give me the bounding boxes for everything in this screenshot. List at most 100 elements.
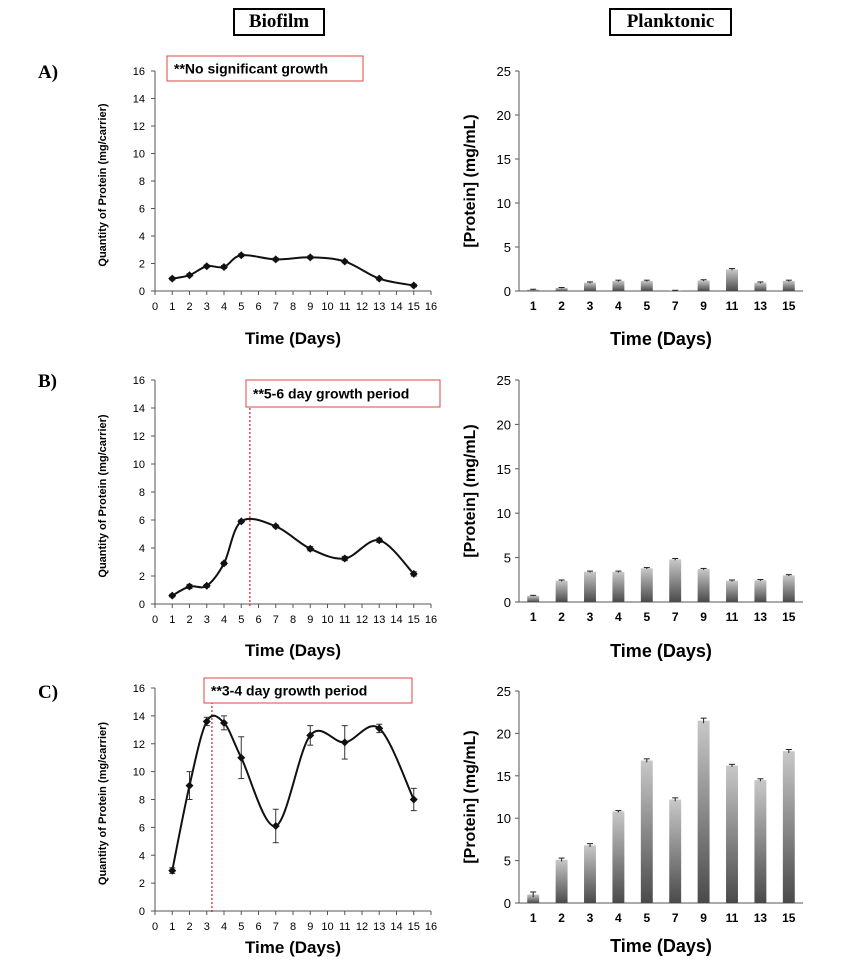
p1-x-axis-title: Time (Days): [245, 641, 341, 660]
p1-x-tick-label: 0: [152, 614, 158, 626]
p0-annotation-box: [166, 55, 364, 82]
p0-data-point: [271, 255, 280, 264]
p2-x-tick-label: 6: [255, 921, 261, 933]
p0-bar-y-tick-label: 5: [504, 240, 511, 255]
p2-x-tick-label: 3: [204, 921, 210, 933]
p1-annotation-box: [245, 379, 441, 408]
p2-x-axis-title: Time (Days): [245, 938, 341, 957]
p0-y-tick-label: 14: [133, 94, 145, 106]
p2-bar-x-tick-label: 11: [726, 911, 739, 925]
p0-x-tick-label: 1: [169, 301, 175, 313]
p1-data-point: [271, 522, 280, 531]
p2-bar: [555, 859, 568, 903]
p2-bar-y-tick-label: 15: [497, 769, 511, 784]
p1-y-tick-label: 12: [133, 431, 145, 443]
p1-bar-y-tick-label: 25: [497, 373, 511, 388]
p1-bar-y-tick-label: 5: [504, 551, 511, 566]
p2-bar: [612, 811, 625, 903]
p2-x-tick-label: 12: [356, 921, 368, 933]
p1-annotation-text: **5-6 day growth period: [253, 386, 409, 402]
p1-bar: [782, 575, 795, 602]
p2-y-tick-label: 10: [133, 767, 145, 779]
p0-bar-x-tick-label: 1: [530, 299, 537, 313]
p2-bar-y-tick-label: 0: [504, 896, 511, 911]
p1-data-point: [202, 581, 211, 590]
p0-data-point: [306, 253, 315, 262]
p0-bar-y-tick-label: 0: [504, 284, 511, 299]
p0-data-point: [220, 262, 228, 271]
biofilm-column-header: Biofilm: [233, 8, 325, 36]
p0-x-tick-label: 9: [307, 301, 313, 313]
p0-y-axis-title: Quantity of Protein (mg/carrier): [97, 103, 109, 267]
p1-data-point: [375, 536, 384, 545]
p1-y-tick-label: 4: [139, 543, 145, 555]
p1-bar-x-tick-label: 1: [530, 610, 537, 624]
p0-data-point: [237, 251, 246, 260]
p0-bar-y-tick-label: 10: [497, 196, 511, 211]
p2-bar-x-tick-label: 3: [587, 911, 594, 925]
p0-y-tick-label: 8: [139, 176, 145, 188]
p2-x-tick-label: 1: [169, 921, 175, 933]
panel-label-b: B): [38, 371, 57, 392]
p1-data-point: [237, 517, 246, 526]
p2-data-point: [271, 821, 280, 830]
p1-bar-y-tick-label: 20: [497, 417, 511, 432]
p2-x-tick-label: 9: [307, 921, 313, 933]
p2-data-point: [409, 795, 418, 804]
p1-bar: [754, 580, 767, 602]
p1-bar-x-tick-label: 4: [615, 610, 622, 624]
p1-x-tick-label: 13: [373, 614, 385, 626]
p2-data-point: [306, 731, 315, 740]
p2-x-tick-label: 14: [390, 921, 402, 933]
p0-data-point: [375, 274, 384, 283]
p2-bar: [754, 780, 767, 903]
p2-y-tick-label: 0: [139, 906, 145, 918]
p0-x-tick-label: 6: [255, 301, 261, 313]
p2-bar-y-tick-label: 10: [497, 811, 511, 826]
p2-annotation-text: **3-4 day growth period: [211, 683, 367, 699]
p0-x-tick-label: 8: [290, 301, 296, 313]
p0-x-tick-label: 13: [373, 301, 385, 313]
p0-bar-y-axis-title: [Protein] (mg/mL): [462, 114, 479, 247]
p2-y-tick-label: 4: [139, 850, 145, 862]
p0-x-tick-label: 5: [238, 301, 244, 313]
p2-x-tick-label: 13: [373, 921, 385, 933]
p2-x-tick-label: 2: [186, 921, 192, 933]
p1-bar-x-tick-label: 11: [726, 610, 739, 624]
p2-bar-y-tick-label: 5: [504, 854, 511, 869]
p2-bar-x-tick-label: 7: [672, 911, 679, 925]
p2-bar-x-tick-label: 4: [615, 911, 622, 925]
p2-y-tick-label: 16: [133, 683, 145, 695]
p2-bar-x-tick-label: 9: [700, 911, 707, 925]
p0-data-point: [340, 257, 349, 266]
p1-x-tick-label: 10: [321, 614, 333, 626]
p1-x-tick-label: 8: [290, 614, 296, 626]
p0-x-tick-label: 7: [273, 301, 279, 313]
p2-y-tick-label: 12: [133, 739, 145, 751]
p1-x-tick-label: 4: [221, 614, 227, 626]
p2-x-tick-label: 5: [238, 921, 244, 933]
p0-bar-x-tick-label: 4: [615, 299, 622, 313]
p1-y-tick-label: 14: [133, 403, 145, 415]
p2-x-tick-label: 10: [321, 921, 333, 933]
p2-bar: [782, 751, 795, 903]
p0-bar-x-axis-title: Time (Days): [610, 329, 712, 349]
p0-x-tick-label: 4: [221, 301, 227, 313]
p1-bar-x-axis-title: Time (Days): [610, 641, 712, 661]
p2-data-point: [185, 781, 194, 790]
p2-data-point: [375, 724, 384, 733]
p2-bar-x-tick-label: 2: [558, 911, 565, 925]
p1-x-tick-label: 1: [169, 614, 175, 626]
p1-bar: [584, 571, 596, 602]
p2-x-tick-label: 7: [273, 921, 279, 933]
p2-x-tick-label: 8: [290, 921, 296, 933]
p2-y-tick-label: 14: [133, 711, 145, 723]
p2-y-tick-label: 8: [139, 795, 145, 807]
p2-bar-x-tick-label: 1: [530, 911, 537, 925]
p1-x-tick-label: 16: [425, 614, 437, 626]
p0-data-point: [185, 271, 194, 280]
p0-annotation-text: **No significant growth: [174, 61, 328, 77]
p0-series-line: [172, 254, 414, 287]
p0-bar-y-tick-label: 15: [497, 152, 511, 167]
